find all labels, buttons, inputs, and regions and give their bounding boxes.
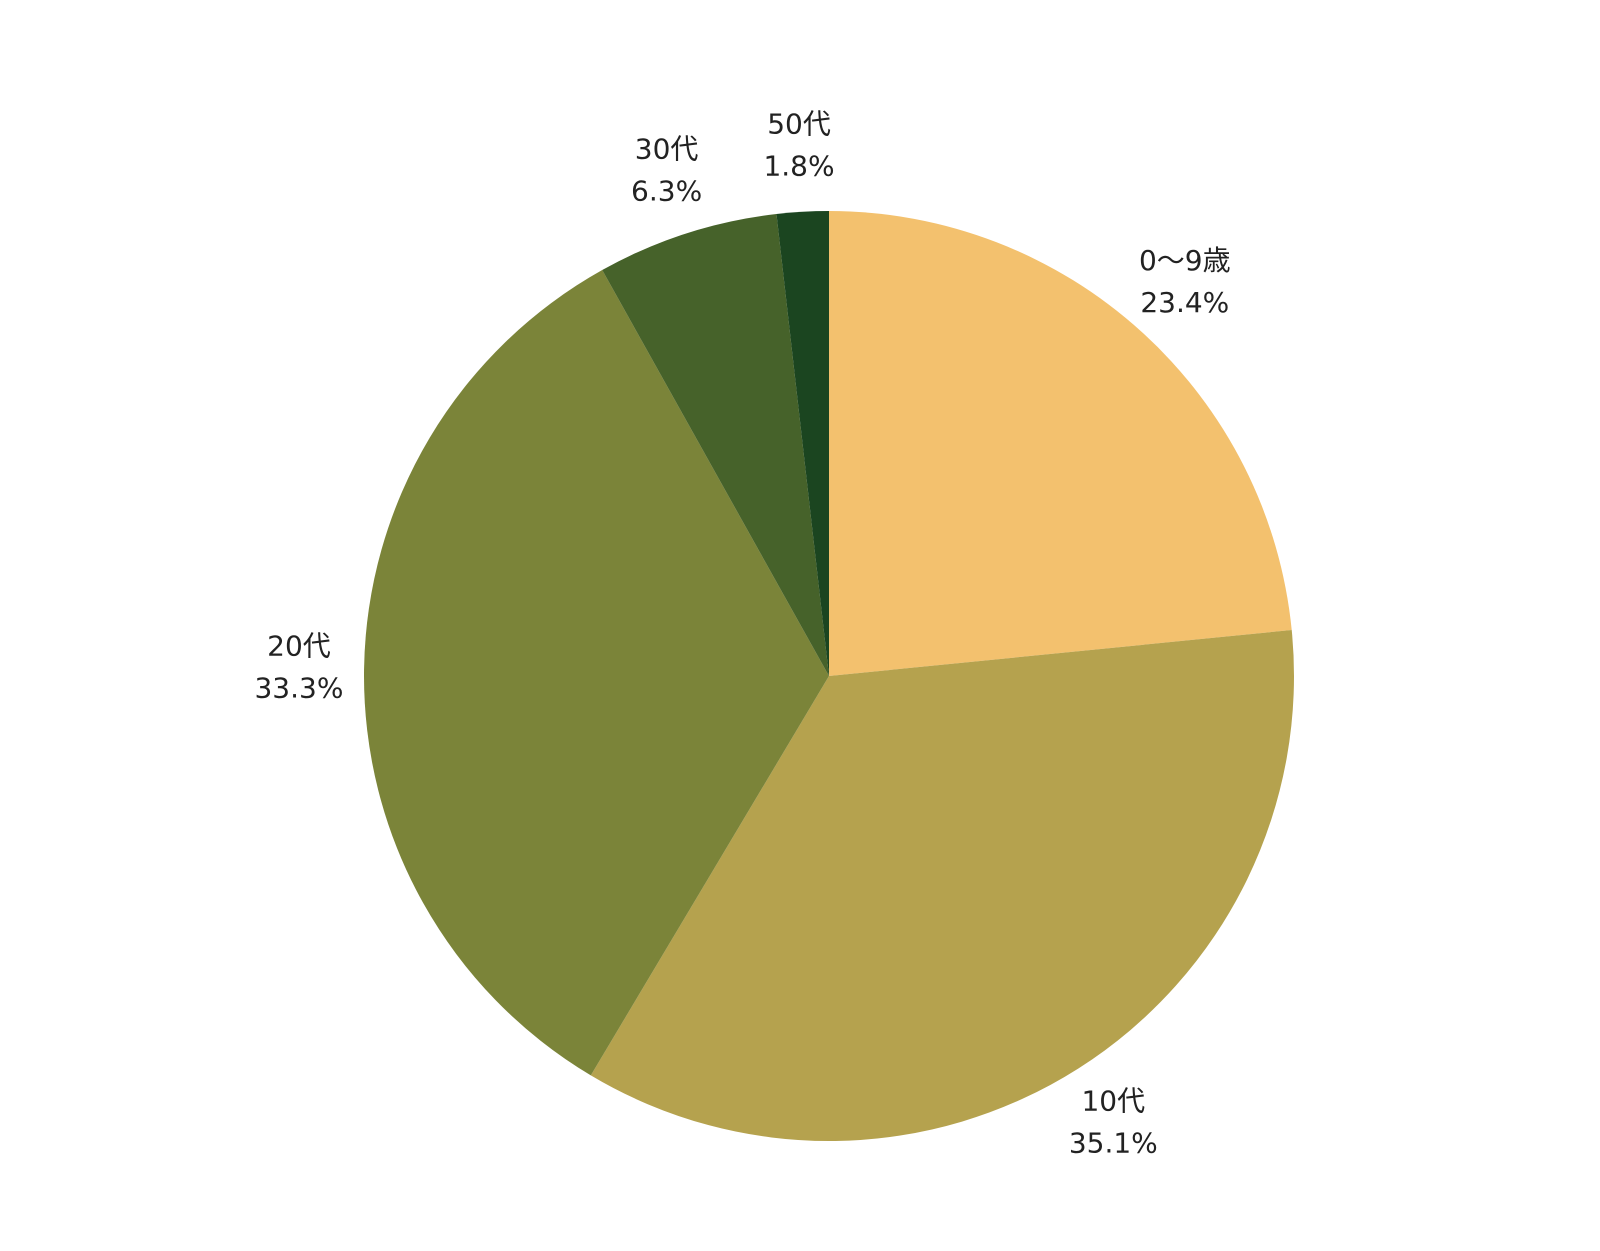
pie-slice: [363, 270, 829, 1076]
slice-value-label: 1.8%: [763, 150, 834, 183]
slice-category: 0～9歳: [1139, 244, 1231, 277]
slice-category: 30代: [635, 132, 699, 165]
pie-slice: [829, 211, 1292, 676]
slice-value-label: 33.3%: [254, 671, 343, 704]
slice-category: 50代: [767, 108, 831, 141]
pie-slice: [602, 213, 829, 676]
pie-slice: [776, 211, 829, 676]
slice-value-label: 35.1%: [1069, 1126, 1158, 1159]
slice-value-label: 6.3%: [631, 174, 702, 207]
slice-category: 10代: [1081, 1084, 1145, 1117]
slice-value-label: 23.4%: [1140, 286, 1229, 319]
slice-category: 20代: [267, 629, 331, 662]
pie-slice: [590, 630, 1295, 1142]
